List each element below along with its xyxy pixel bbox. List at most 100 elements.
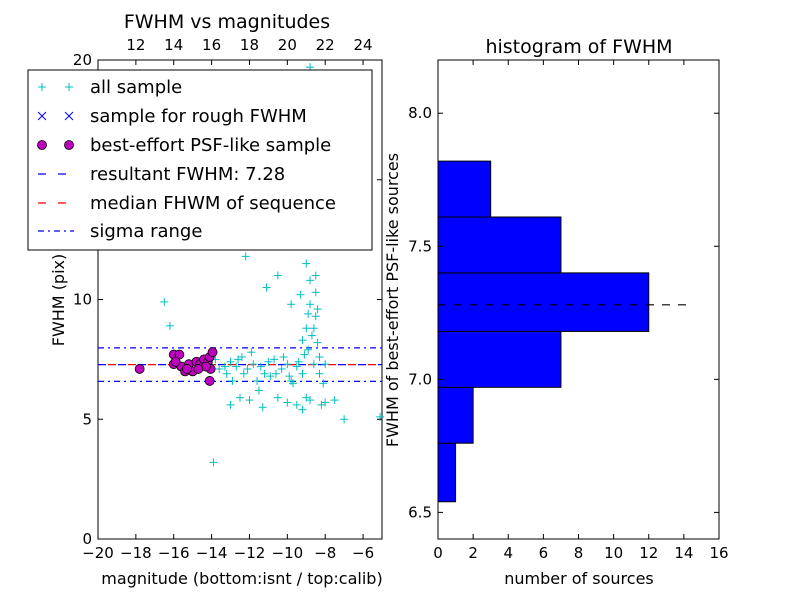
hist-x-tick-label: 12 [639, 544, 658, 562]
legend-circle-marker [64, 140, 74, 150]
y-tick-label: 20 [73, 51, 92, 69]
top-x-tick-label: 14 [164, 36, 183, 54]
x-tick-label: −12 [234, 544, 266, 562]
legend-label-rough-sample: sample for rough FWHM [90, 106, 307, 127]
all-sample-point [309, 324, 318, 333]
legend-entry-median-fwhm: median FHWM of sequence [38, 193, 336, 214]
all-sample-point [283, 398, 292, 407]
all-sample-point [226, 400, 235, 409]
all-sample-point [307, 331, 316, 340]
y-tick-label: 5 [82, 410, 92, 428]
scatter-reference-lines [98, 347, 382, 383]
all-sample-point [270, 355, 279, 364]
hist-y-tick-label: 7.0 [408, 370, 432, 388]
y-tick-label: 10 [73, 291, 92, 309]
all-sample-point [239, 369, 248, 378]
all-sample-point [300, 350, 309, 359]
all-sample-point [304, 309, 313, 318]
all-sample-point [321, 398, 330, 407]
all-sample-point [234, 355, 243, 364]
all-sample-point [298, 369, 307, 378]
legend-label-sigma-range: sigma range [90, 221, 202, 242]
x-tick-label: −18 [120, 544, 152, 562]
all-sample-point [209, 458, 218, 467]
all-sample-point [241, 252, 250, 261]
all-sample-point [298, 336, 307, 345]
all-sample-point [294, 357, 303, 366]
all-sample-point [304, 345, 313, 354]
all-sample-point [273, 271, 282, 280]
top-x-tick-label: 16 [202, 36, 221, 54]
hist-x-tick-label: 8 [574, 544, 584, 562]
best-sample-points [134, 347, 218, 386]
best-sample-point [182, 364, 192, 374]
top-x-tick-label: 22 [316, 36, 335, 54]
all-sample-point [273, 393, 282, 402]
best-sample-point [207, 347, 218, 358]
best-sample-point [193, 364, 204, 374]
all-sample-point [319, 379, 328, 388]
all-sample-point [226, 357, 235, 366]
hist-x-tick-label: 10 [604, 544, 623, 562]
histogram-bars [437, 160, 650, 503]
all-sample-point [279, 352, 288, 361]
scatter-ticks: −20 −18 −16 −14 −12 −10 −8 −6 12 14 16 18 20 22 24 0 5 10… [73, 36, 382, 562]
all-sample-point [277, 364, 286, 373]
hist-y-tick-label: 6.5 [408, 503, 432, 521]
legend-plus-marker [38, 83, 73, 91]
all-sample-point [311, 288, 320, 297]
legend-label-resultant-fwhm: resultant FWHM: 7.28 [90, 164, 285, 185]
all-sample-point [309, 360, 318, 369]
all-sample-point [220, 362, 229, 371]
histogram-bar [437, 330, 562, 388]
top-x-tick-label: 18 [240, 36, 259, 54]
all-sample-point [222, 369, 231, 378]
all-sample-point [292, 400, 301, 409]
legend-label-best-sample: best-effort PSF-like sample [90, 135, 331, 156]
scatter-y-label: FWHM (pix) [49, 254, 68, 347]
y-tick-label: 0 [82, 530, 92, 548]
hist-y-tick-label: 8.0 [408, 104, 432, 122]
all-sample-point [311, 271, 320, 280]
histogram-x-label: number of sources [504, 569, 654, 588]
legend-box [27, 69, 373, 251]
all-sample-point [321, 360, 330, 369]
all-sample-point [245, 396, 254, 405]
all-sample-point [285, 372, 294, 381]
all-sample-point [306, 300, 315, 309]
hist-y-tick-label: 7.5 [408, 237, 432, 255]
all-sample-point [232, 362, 241, 371]
x-tick-label: −6 [352, 544, 374, 562]
all-sample-point [302, 259, 311, 268]
all-sample-point [236, 393, 244, 402]
x-tick-label: −20 [82, 544, 114, 562]
histogram-bar [437, 160, 492, 218]
all-sample-point [249, 360, 258, 369]
x-tick-label: −14 [196, 544, 228, 562]
all-sample-point [253, 376, 262, 385]
all-sample-point [298, 405, 307, 414]
x-tick-label: −16 [158, 544, 190, 562]
all-sample-point [292, 362, 301, 371]
all-sample-point [247, 348, 256, 357]
scatter-x-label: magnitude (bottom:isnt / top:calib) [101, 569, 382, 588]
all-sample-point [160, 297, 169, 306]
all-sample-point [215, 364, 224, 373]
hist-x-tick-label: 14 [674, 544, 693, 562]
histogram-bar [437, 442, 457, 503]
all-sample-point [228, 376, 237, 385]
hist-x-tick-label: 2 [468, 544, 478, 562]
all-sample-point [311, 312, 320, 321]
histogram-bar [437, 272, 650, 332]
all-sample-point [258, 403, 267, 412]
histogram-chart: 0 2 4 6 8 10 12 14 16 6.5 7.0 7.5 8.0 histogram of F… [383, 36, 729, 588]
all-sample-point [254, 386, 263, 395]
hist-x-tick-label: 0 [433, 544, 443, 562]
all-sample-point [287, 300, 296, 309]
legend-x-marker [37, 111, 74, 121]
all-sample-point [306, 276, 315, 285]
all-sample-point [256, 362, 265, 371]
all-sample-point [266, 372, 275, 381]
all-sample-point [302, 324, 311, 333]
